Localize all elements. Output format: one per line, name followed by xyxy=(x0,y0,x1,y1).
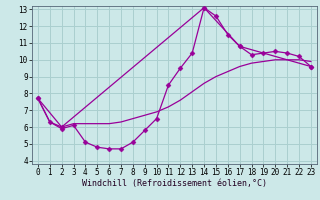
X-axis label: Windchill (Refroidissement éolien,°C): Windchill (Refroidissement éolien,°C) xyxy=(82,179,267,188)
